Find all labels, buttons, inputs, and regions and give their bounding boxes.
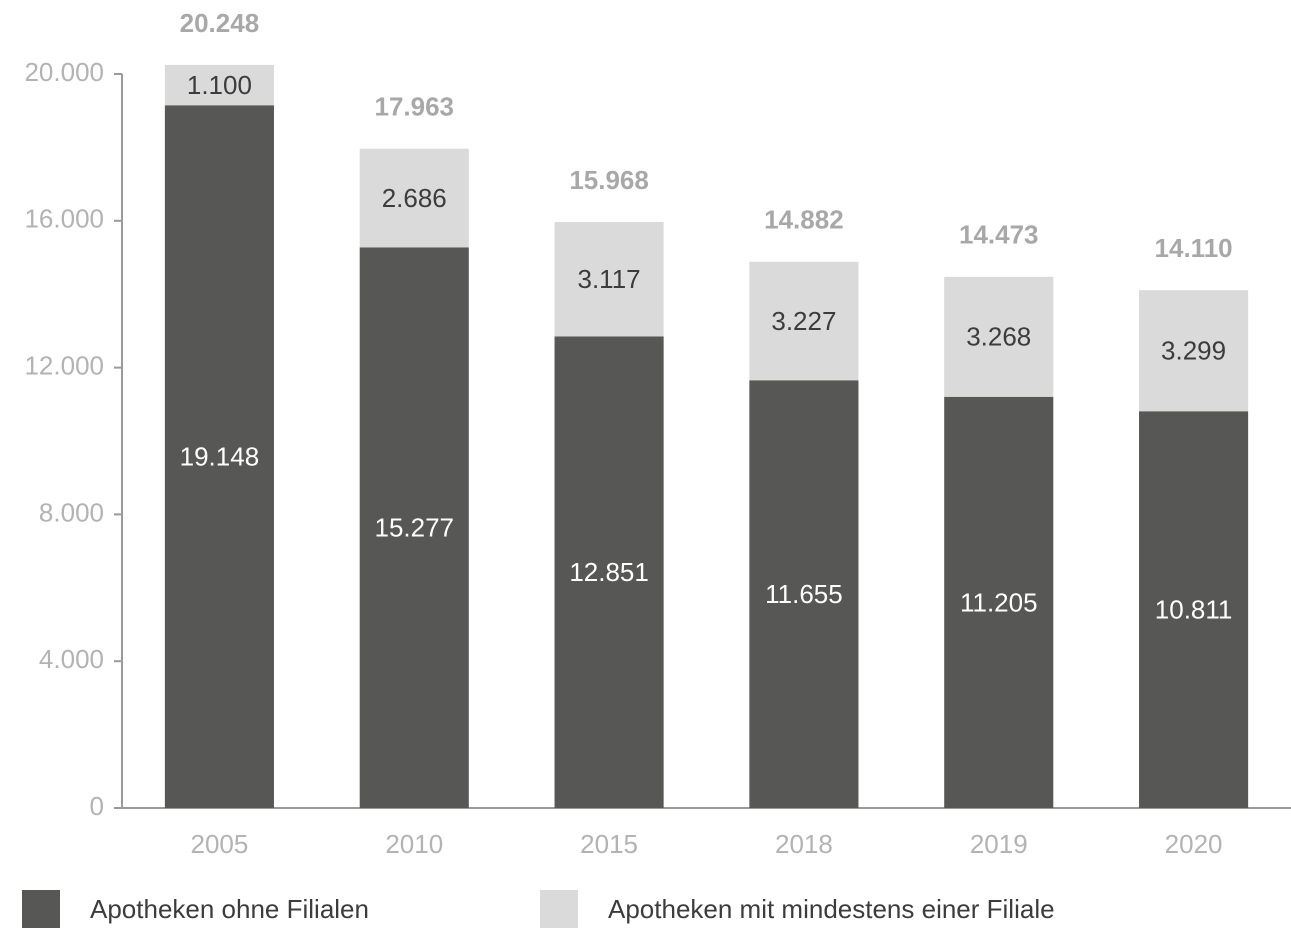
y-tick-label: 12.000 [24,350,104,380]
bar-segment [359,148,469,248]
bar-segment [749,380,859,808]
x-tick-label: 2019 [970,829,1028,859]
total-label: 20.248 [180,8,260,38]
x-tick-label: 2018 [775,829,833,859]
bar-segment [554,336,664,808]
bar-segment [554,221,664,337]
value-label: 12.851 [569,557,649,587]
total-label: 14.473 [959,220,1039,250]
value-label: 10.811 [1155,594,1233,624]
value-label: 3.299 [1161,336,1226,366]
legend-label: Apotheken ohne Filialen [90,894,369,924]
y-tick-label: 0 [90,791,104,821]
value-label: 3.227 [771,306,836,336]
bar-segment [944,396,1054,808]
x-tick-label: 2015 [580,829,638,859]
value-label: 3.117 [578,264,641,294]
bar-segment [1139,290,1249,412]
value-label: 1.100 [187,70,252,100]
value-label: 11.655 [765,579,843,609]
value-label: 11.205 [960,587,1038,617]
bar-segment [749,261,859,381]
legend-swatch [540,890,578,928]
value-label: 15.277 [374,513,454,543]
x-tick-label: 2020 [1165,829,1223,859]
total-label: 17.963 [374,92,454,122]
bar-segment [359,247,469,808]
bar-segment [164,105,274,808]
bar-segment [944,276,1054,397]
y-tick-label: 4.000 [39,644,104,674]
total-label: 15.968 [569,165,649,195]
total-label: 14.110 [1155,233,1233,263]
x-tick-label: 2005 [190,829,248,859]
legend-label: Apotheken mit mindestens einer Filiale [608,894,1055,924]
y-tick-label: 16.000 [24,204,104,234]
value-label: 19.148 [180,442,260,472]
y-tick-label: 20.000 [24,57,104,87]
y-tick-label: 8.000 [39,497,104,527]
total-label: 14.882 [764,205,844,235]
x-tick-label: 2010 [385,829,443,859]
legend-swatch [22,890,60,928]
value-label: 2.686 [382,183,447,213]
bar-segment [164,64,274,106]
bar-segment [1139,411,1249,808]
value-label: 3.268 [966,322,1031,352]
